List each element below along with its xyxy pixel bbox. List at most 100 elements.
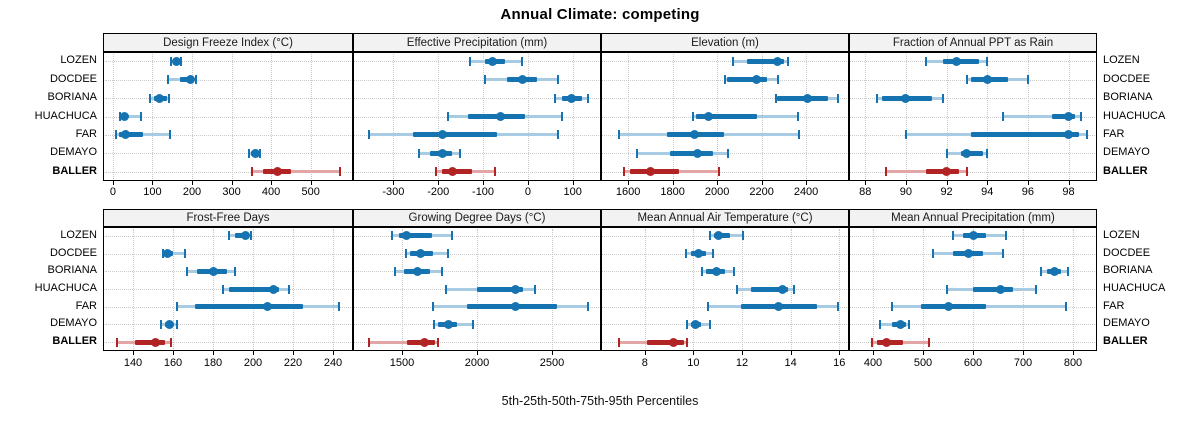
site-label-left: DOCDEE [49, 246, 97, 259]
axis-tick [1068, 181, 1070, 185]
median-dot [896, 319, 905, 329]
median-dot [952, 56, 962, 66]
axis-tick-label: 94 [981, 186, 994, 198]
whisker-cap-95th [797, 112, 800, 121]
whisker-cap-95th [586, 93, 589, 103]
whisker-cap-95th [560, 112, 563, 121]
site-label-right: FAR [1103, 299, 1125, 312]
whisker-cap-5th [404, 249, 407, 259]
row-guide-line [105, 61, 1095, 62]
axis-tick [402, 351, 404, 355]
median-dot [1064, 130, 1074, 140]
whisker-cap-95th [1064, 302, 1067, 312]
axis-tick-label: 0 [524, 186, 531, 198]
percentiles-caption: 5th-25th-50th-75th-95th Percentiles [501, 394, 699, 408]
whisker-cap-5th [775, 93, 778, 103]
site-label-left: LOZEN [60, 228, 97, 241]
median-dot [412, 266, 422, 276]
axis-tick-label: 96 [1021, 186, 1034, 198]
panel-gridline [806, 54, 808, 179]
axis-tick-label: 500 [301, 186, 320, 198]
median-dot [496, 112, 506, 121]
axis-tick [483, 181, 485, 185]
whisker-cap-5th [945, 148, 948, 158]
axis-tick [905, 181, 907, 185]
axis-tick-label: 10 [687, 357, 700, 369]
whisker-cap-95th [1079, 112, 1082, 121]
whisker-cap-95th [777, 75, 780, 85]
axis-tick-label: 140 [123, 357, 143, 369]
row-guide-line [105, 135, 1095, 136]
median-dot [162, 249, 172, 259]
whisker-cap-5th [115, 130, 118, 140]
median-dot [567, 93, 577, 103]
median-dot [703, 112, 713, 121]
axis-tick [253, 351, 254, 355]
axis-tick-label: 220 [283, 357, 303, 369]
percentile-range-5-95 [1003, 115, 1081, 118]
whisker-cap-95th [168, 93, 171, 103]
panel-gridline [923, 229, 924, 349]
axis-tick-label: 8 [641, 357, 648, 369]
axis-tick-label: 1600 [615, 186, 641, 198]
whisker-cap-5th [1002, 112, 1005, 121]
whisker-cap-95th [179, 56, 182, 66]
axis-tick-label: 200 [243, 357, 263, 369]
whisker-cap-95th [742, 231, 745, 241]
whisker-cap-5th [367, 130, 370, 140]
median-dot [272, 167, 282, 177]
panel-gridline [133, 229, 134, 349]
whisker-cap-5th [946, 284, 948, 294]
whisker-cap-5th [446, 112, 449, 121]
whisker-cap-95th [446, 249, 449, 259]
whisker-cap-95th [170, 337, 172, 347]
axis-tick-label: 180 [203, 357, 223, 369]
whisker-cap-5th [691, 112, 694, 121]
whisker-cap-5th [160, 319, 162, 329]
panel-gridline [873, 229, 874, 349]
median-dot [262, 302, 272, 312]
whisker-cap-95th [686, 337, 689, 347]
row-guide-line [105, 98, 1095, 99]
whisker-cap-5th [433, 319, 436, 329]
axis-tick-label: 400 [261, 186, 281, 198]
percentile-box-25-75 [195, 304, 303, 310]
median-dot [942, 167, 952, 177]
percentile-box-25-75 [750, 286, 789, 292]
panel-gridline [271, 54, 273, 179]
axis-tick-label: 160 [163, 357, 183, 369]
median-dot [155, 93, 165, 103]
whisker-cap-95th [732, 266, 735, 276]
whisker-cap-5th [686, 319, 689, 329]
whisker-cap-95th [586, 302, 589, 312]
percentile-range-5-95 [885, 170, 967, 174]
whisker-cap-95th [709, 319, 712, 329]
percentile-box-25-75 [727, 77, 768, 83]
axis-tick [1027, 181, 1029, 185]
axis-tick [112, 181, 114, 185]
site-label-right: DEMAYO [1103, 146, 1150, 159]
axis-tick-label: 0 [109, 186, 116, 198]
median-dot [751, 75, 761, 85]
site-label-right: BALLER [1103, 335, 1148, 348]
site-label-left: BORIANA [47, 264, 97, 277]
whisker-cap-5th [965, 75, 968, 85]
site-label-left: LOZEN [60, 54, 97, 67]
axis-tick [839, 351, 841, 355]
whisker-cap-5th [870, 337, 873, 347]
axis-tick [693, 351, 695, 355]
whisker-cap-95th [793, 284, 796, 294]
panel-strip-title: Fraction of Annual PPT as Rain [892, 36, 1054, 49]
panel-gridline [865, 54, 867, 179]
site-label-left: BALLER [52, 335, 97, 348]
panel-divider [352, 209, 354, 351]
whisker-cap-95th [194, 75, 197, 85]
row-guide-line [105, 153, 1095, 154]
site-label-left: HUACHUCA [34, 282, 97, 294]
whisker-cap-95th [458, 148, 461, 158]
median-dot [171, 56, 181, 66]
whisker-cap-95th [1085, 130, 1088, 140]
whisker-cap-95th [711, 249, 714, 259]
site-label-right: LOZEN [1103, 228, 1140, 241]
